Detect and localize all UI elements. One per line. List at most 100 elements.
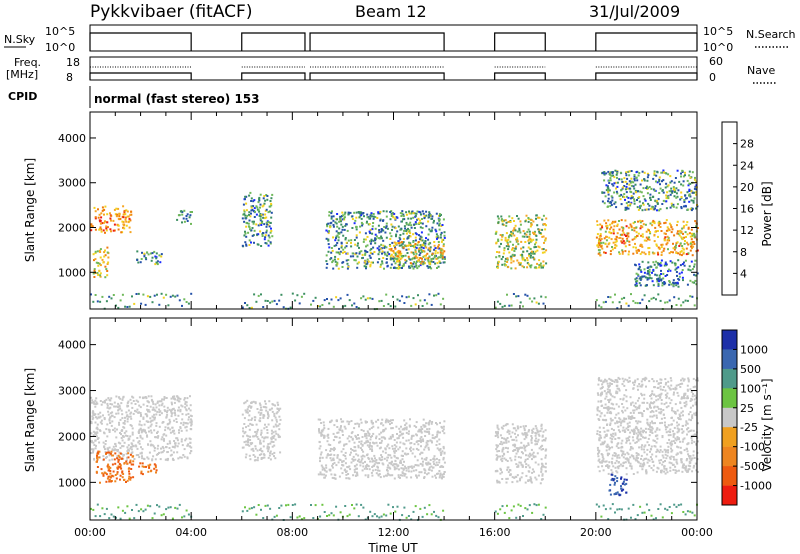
power-cell <box>656 199 659 202</box>
power-cell <box>677 259 680 262</box>
velocity-cell <box>536 430 539 433</box>
velocity-cell <box>143 396 146 399</box>
velocity-cell <box>155 453 158 456</box>
power-cell <box>629 181 632 184</box>
velocity-cell <box>353 441 356 444</box>
power-cell <box>684 194 687 197</box>
power-cell <box>291 292 294 295</box>
velocity-cell <box>527 480 530 482</box>
power-cell <box>504 257 507 260</box>
power-cell <box>664 221 667 224</box>
velocity-cell <box>421 451 424 454</box>
velocity-cell <box>499 443 502 445</box>
velocity-cell <box>105 473 108 476</box>
velocity-cell <box>150 443 153 446</box>
velocity-cell <box>131 433 134 436</box>
power-cell <box>655 274 658 277</box>
power-cell <box>620 219 623 222</box>
power-cell <box>498 251 501 254</box>
velocity-cell <box>366 467 369 470</box>
power-cell <box>398 261 401 264</box>
power-cell <box>507 248 510 251</box>
power-cell <box>621 249 624 252</box>
power-cell <box>497 263 500 266</box>
power-cell <box>404 227 407 230</box>
power-cell <box>520 247 523 250</box>
velocity-cell <box>655 416 658 419</box>
power-cell <box>682 301 685 304</box>
velocity-cell <box>189 414 192 417</box>
power-cell <box>615 238 618 241</box>
velocity-cell <box>273 412 276 415</box>
power-cell <box>364 238 367 241</box>
velocity-cell <box>109 412 112 415</box>
velocity-cell <box>517 465 520 468</box>
power-cell <box>433 254 436 257</box>
velocity-cell <box>333 461 336 464</box>
power-cell <box>659 226 662 228</box>
power-cell <box>641 233 644 236</box>
velocity-cell <box>532 427 535 430</box>
velocity-cell <box>108 454 111 457</box>
velocity-cell <box>139 436 142 439</box>
power-cell <box>599 228 602 231</box>
power-cell <box>366 213 369 216</box>
power-cell <box>95 261 98 264</box>
velocity-cell <box>117 454 120 457</box>
power-cell <box>600 245 603 248</box>
power-cell <box>656 202 659 205</box>
velocity-cell <box>90 452 93 454</box>
power-cell <box>181 221 183 224</box>
velocity-cell <box>539 445 542 448</box>
power-cell <box>378 258 381 260</box>
power-cell <box>638 196 641 199</box>
power-cell <box>94 216 97 219</box>
velocity-cell <box>405 467 408 470</box>
velocity-cell <box>622 397 625 400</box>
power-cell <box>104 231 106 234</box>
power-cell <box>159 261 162 264</box>
power-cell <box>381 228 384 231</box>
velocity-cell <box>386 472 389 475</box>
velocity-cell <box>503 437 506 440</box>
velocity-cell <box>419 437 422 440</box>
velocity-cell <box>690 429 693 432</box>
velocity-cell <box>528 470 531 473</box>
power-cell <box>365 267 367 270</box>
velocity-cell <box>632 457 635 460</box>
velocity-cell <box>268 454 271 457</box>
velocity-cell <box>661 450 664 453</box>
power-cell <box>528 297 531 300</box>
velocity-cell <box>598 458 601 461</box>
power-cell <box>528 230 531 233</box>
velocity-cell <box>633 428 636 431</box>
velocity-cell <box>182 423 185 426</box>
power-cell <box>526 259 529 262</box>
power-cell <box>667 236 670 239</box>
velocity-cell <box>678 413 681 416</box>
power-cell <box>372 217 375 220</box>
velocity-cell <box>132 460 135 463</box>
velocity-cell <box>127 400 130 403</box>
velocity-cell <box>242 435 245 438</box>
power-cell <box>100 228 103 231</box>
velocity-cell <box>270 429 273 432</box>
power-cell <box>537 245 540 248</box>
power-cell <box>662 171 665 174</box>
velocity-cell <box>161 445 164 448</box>
velocity-cell <box>420 471 423 474</box>
velocity-cell <box>115 477 118 480</box>
velocity-cell <box>126 479 129 482</box>
velocity-cell <box>185 422 188 425</box>
velocity-cell <box>504 438 507 441</box>
velocity-cell <box>153 447 156 449</box>
velocity-cell <box>264 423 266 426</box>
velocity-cell <box>102 474 105 477</box>
power-cell <box>432 221 435 224</box>
power-cell <box>398 256 401 259</box>
velocity-cell <box>424 446 427 449</box>
velocity-cell <box>162 439 165 441</box>
velocity-cell <box>431 436 434 439</box>
power-cell <box>604 195 607 198</box>
velocity-cell <box>391 434 394 436</box>
